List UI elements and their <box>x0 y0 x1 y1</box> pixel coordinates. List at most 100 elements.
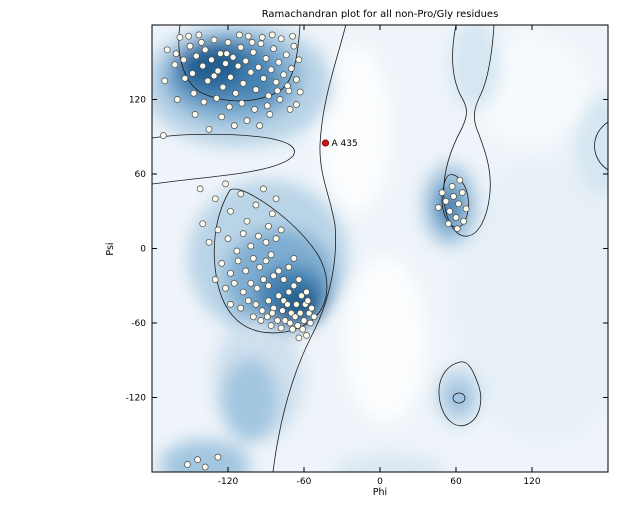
data-point <box>201 463 209 471</box>
data-point <box>286 106 294 113</box>
data-point <box>230 279 238 287</box>
data-point <box>266 111 274 118</box>
contour-outer-left <box>272 25 347 472</box>
y-tick-label: 60 <box>135 170 147 180</box>
data-point <box>293 301 300 308</box>
data-point <box>252 201 260 209</box>
data-point <box>456 176 464 184</box>
data-point <box>256 122 264 129</box>
data-point <box>210 36 218 44</box>
scatter-points <box>160 31 470 471</box>
data-point <box>276 96 284 103</box>
data-point <box>242 267 250 275</box>
data-point <box>272 195 280 203</box>
data-point <box>217 50 224 57</box>
data-point <box>275 292 283 300</box>
data-point <box>224 235 232 242</box>
data-point <box>252 86 260 93</box>
y-tick-label: -60 <box>131 319 146 329</box>
data-point <box>230 122 238 129</box>
data-point <box>222 180 229 188</box>
data-point <box>256 263 264 271</box>
data-point <box>200 98 208 106</box>
data-point <box>289 325 296 333</box>
data-point <box>284 82 291 90</box>
data-point <box>208 56 215 64</box>
data-point <box>172 50 180 57</box>
data-point <box>227 269 234 277</box>
data-point <box>265 222 272 230</box>
data-point <box>196 185 204 193</box>
data-point <box>462 205 470 213</box>
data-point <box>274 87 281 95</box>
data-point <box>181 75 189 82</box>
data-point <box>191 111 199 118</box>
contour-right-outer <box>443 25 495 237</box>
data-point <box>222 60 229 67</box>
data-point <box>180 56 188 64</box>
density-contours <box>152 25 608 472</box>
data-point <box>237 190 245 198</box>
data-point <box>211 195 219 203</box>
data-point <box>285 288 293 296</box>
data-point <box>280 71 288 79</box>
contour-bottom-right-core <box>452 392 466 404</box>
data-point <box>295 334 303 342</box>
data-point <box>267 66 275 74</box>
data-point <box>258 307 266 314</box>
data-point <box>263 102 271 110</box>
residue-label: A 435 <box>332 139 358 149</box>
data-point <box>453 225 461 232</box>
data-point <box>214 453 222 461</box>
highlighted-residue-point <box>321 139 330 147</box>
data-point <box>192 52 200 60</box>
data-point <box>272 78 280 86</box>
data-point <box>195 31 203 39</box>
data-point <box>293 76 300 83</box>
data-point <box>224 39 232 46</box>
data-point <box>227 73 234 81</box>
data-point <box>194 456 201 463</box>
data-point <box>270 45 277 52</box>
data-point <box>239 230 247 237</box>
axis-ticks <box>152 25 608 472</box>
data-point <box>234 257 242 265</box>
data-point <box>289 32 296 40</box>
data-point <box>310 313 318 321</box>
data-point <box>222 284 229 292</box>
data-point <box>237 44 245 51</box>
data-point <box>287 65 295 72</box>
data-point <box>225 103 233 111</box>
data-point <box>244 297 252 305</box>
x-tick-label: 120 <box>523 477 540 487</box>
data-point <box>161 77 169 85</box>
data-point <box>268 309 276 317</box>
data-point <box>296 88 304 96</box>
data-point <box>272 235 280 242</box>
data-point <box>265 92 272 100</box>
x-tick-label: 60 <box>450 477 462 487</box>
data-point <box>252 301 260 308</box>
data-point <box>201 46 209 54</box>
x-tick-label: -60 <box>297 477 312 487</box>
data-point <box>448 183 456 190</box>
data-point <box>295 276 303 283</box>
x-axis-label: Phi <box>373 487 387 498</box>
data-point <box>262 257 270 265</box>
data-point <box>260 185 267 193</box>
data-point <box>247 242 255 250</box>
data-point <box>299 325 307 333</box>
data-point <box>227 207 234 215</box>
data-point <box>243 217 251 225</box>
data-point <box>458 189 466 196</box>
data-point <box>234 62 242 70</box>
data-point <box>268 210 276 218</box>
data-point <box>214 67 222 75</box>
data-point <box>290 282 298 290</box>
data-point <box>303 332 310 339</box>
data-point <box>445 220 452 228</box>
data-point <box>255 232 262 240</box>
data-point <box>270 272 277 280</box>
data-point <box>211 276 219 283</box>
